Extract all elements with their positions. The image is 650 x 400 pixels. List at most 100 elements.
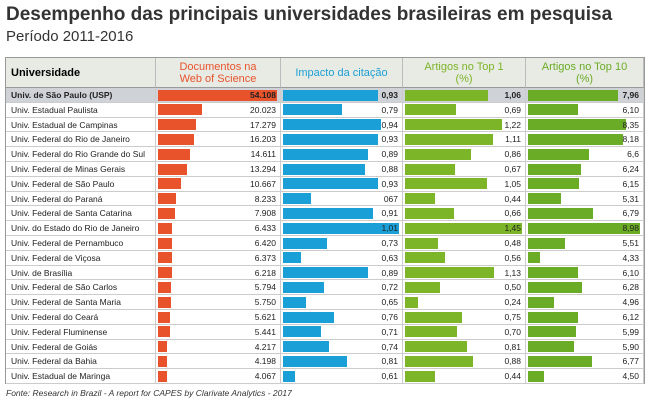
cell: 1,22 [403,117,526,133]
value-label: 4.067 [254,371,276,382]
cell: 1,13 [403,265,526,281]
row-label: Univ. Federal da Bahia [6,354,156,370]
bar [283,89,379,101]
cell: 6,10 [526,265,644,281]
value-label: 6,77 [622,356,639,367]
cell: 6,6 [526,147,644,162]
cell: 0,81 [403,339,526,355]
row-label: Univ. Federal do Paraná [6,191,156,207]
cell: 067 [281,191,403,207]
row-label: Univ. Federal de Santa Maria [6,295,156,310]
value-label: 1,13 [504,267,521,278]
value-label: 0,89 [381,149,398,160]
bar [158,341,168,353]
cell: 0,70 [403,324,526,340]
bar [158,252,173,264]
value-label: 1,05 [504,178,521,189]
cell: 5,51 [526,236,644,251]
value-label: 6,6 [627,149,639,160]
cell: 4.067 [156,369,281,384]
value-label: 0,89 [381,267,398,278]
cell: 10.667 [156,176,281,192]
bar [405,252,446,264]
cell: 0,89 [281,265,403,281]
bar [158,355,168,367]
bar [405,104,457,116]
value-label: 0,74 [381,341,398,352]
bar [283,222,399,234]
bar [528,222,640,234]
cell: 4,33 [526,250,644,266]
cell: 4,96 [526,295,644,310]
cell: 17.279 [156,117,281,133]
cell: 0,79 [281,102,403,118]
bar [158,193,177,205]
bar [283,193,311,205]
cell: 1,06 [403,88,526,103]
cell: 5.794 [156,280,281,296]
bar [158,178,182,190]
cell: 6,79 [526,206,644,222]
cell: 7,96 [526,88,644,103]
source: Fonte: Research in Brazil - A report for… [6,388,292,398]
bar [528,341,574,353]
column-header: Artigos no Top 10 (%) [526,58,644,88]
bar [283,296,306,308]
row-label: Univ. Federal Fluminense [6,324,156,340]
cell: 1,01 [281,221,403,236]
cell: 7.908 [156,206,281,222]
cell: 0,50 [403,280,526,296]
value-label: 5,31 [622,193,639,204]
value-label: 4,96 [622,297,639,308]
cell: 0,44 [403,191,526,207]
cell: 6,24 [526,162,644,177]
value-label: 0,81 [381,356,398,367]
bar [158,207,176,219]
column-header: Universidade [6,58,156,88]
bar [158,296,171,308]
cell: 0,65 [281,295,403,310]
bar [158,133,194,145]
bar [283,370,296,382]
cell: 5,90 [526,339,644,355]
bar [405,281,440,293]
column-header: Impacto da citação [281,58,403,88]
row-label: Univ. Federal de São Paulo [6,176,156,192]
value-label: 6.420 [254,238,276,248]
value-label: 0,24 [504,297,521,308]
bar [158,222,173,234]
value-label: 13.294 [250,164,276,174]
cell: 1,11 [403,132,526,148]
value-label: 6,10 [622,104,639,115]
bar [405,355,473,367]
bar [158,119,196,131]
cell: 5,99 [526,324,644,340]
value-label: 8,18 [622,134,639,145]
row-label: Univ. Federal do Ceará [6,310,156,325]
subtitle: Período 2011-2016 [6,28,134,45]
bar [405,178,488,190]
cell: 6,77 [526,354,644,370]
cell: 8,35 [526,117,644,133]
cell: 0,56 [403,250,526,266]
cell: 13.294 [156,162,281,177]
cell: 0,76 [281,310,403,325]
cell: 0,88 [403,354,526,370]
row-label: Univ. do Estado do Rio de Janeiro [6,221,156,236]
bar [528,207,593,219]
cell: 5,31 [526,191,644,207]
value-label: 5.750 [254,297,276,308]
bar [158,89,277,101]
cell: 1,05 [403,176,526,192]
bar [405,237,439,249]
value-label: 0,66 [504,208,521,219]
cell: 6.420 [156,236,281,251]
value-label: 0,93 [381,178,398,189]
cell: 16.203 [156,132,281,148]
bar [405,341,467,353]
bar [158,370,167,382]
value-label: 6,28 [622,282,639,293]
bar [405,119,503,131]
cell: 0,75 [403,310,526,325]
